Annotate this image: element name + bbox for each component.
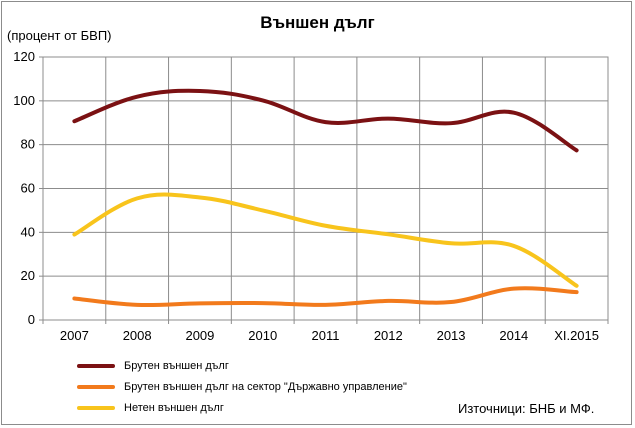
x-tick-label: 2012 bbox=[374, 328, 403, 343]
legend-item: Нетен външен дълг bbox=[77, 397, 407, 418]
y-tick-label: 40 bbox=[21, 224, 35, 239]
y-tick-label: 0 bbox=[28, 312, 35, 327]
legend-label: Нетен външен дълг bbox=[124, 401, 224, 414]
x-tick-label: 2009 bbox=[185, 328, 214, 343]
series-line-2 bbox=[72, 286, 579, 308]
series-line-3 bbox=[72, 192, 579, 288]
x-tick-label: 2014 bbox=[499, 328, 528, 343]
source-note: Източници: БНБ и МФ. bbox=[458, 401, 595, 416]
y-tick-label: 100 bbox=[13, 93, 35, 108]
y-tick-label: 120 bbox=[13, 49, 35, 64]
legend: Брутен външен дълг Брутен външен дълг на… bbox=[77, 355, 407, 418]
x-tick-label: 2007 bbox=[60, 328, 89, 343]
legend-swatch bbox=[77, 363, 115, 368]
series-line-1 bbox=[72, 88, 579, 153]
y-tick-label: 60 bbox=[21, 181, 35, 196]
x-tick-label: 2013 bbox=[437, 328, 466, 343]
y-tick-label: 20 bbox=[21, 268, 35, 283]
y-axis-label: (процент от БВП) bbox=[7, 28, 112, 43]
x-tick-label: 2008 bbox=[123, 328, 152, 343]
legend-item: Брутен външен дълг bbox=[77, 355, 407, 376]
y-tick-label: 80 bbox=[21, 137, 35, 152]
chart-title: Външен дълг bbox=[260, 13, 375, 32]
legend-label: Брутен външен дълг bbox=[124, 359, 229, 372]
legend-item: Брутен външен дълг на сектор "Държавно у… bbox=[77, 376, 407, 397]
legend-label: Брутен външен дълг на сектор "Държавно у… bbox=[124, 380, 407, 393]
x-tick-label: 2010 bbox=[248, 328, 277, 343]
x-tick-label: XI.2015 bbox=[554, 328, 599, 343]
legend-swatch bbox=[77, 405, 115, 410]
x-tick-label: 2011 bbox=[312, 328, 340, 343]
legend-swatch bbox=[77, 384, 115, 389]
